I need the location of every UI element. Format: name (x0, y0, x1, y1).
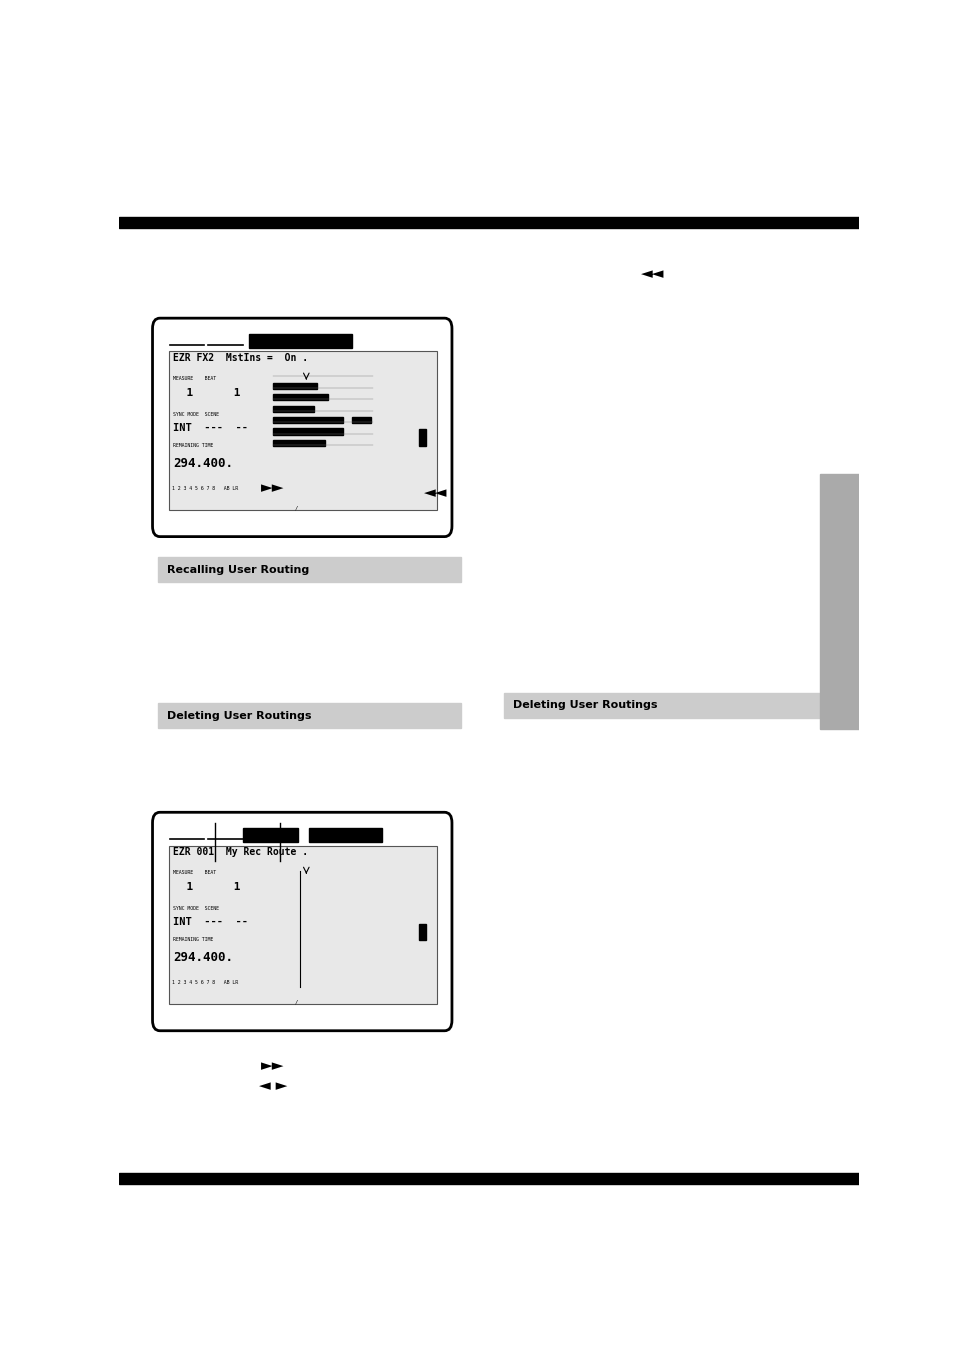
Text: INT  ---  --: INT --- -- (173, 423, 248, 432)
Text: 1 2 3 4 5 6 7 8   AB LR: 1 2 3 4 5 6 7 8 AB LR (172, 486, 237, 490)
Text: 1      1: 1 1 (173, 388, 240, 399)
Text: ◄ ►: ◄ ► (258, 1078, 287, 1093)
Bar (418, 924, 426, 940)
Text: 294.400.: 294.400. (173, 457, 233, 470)
Text: 1 2 3 4 5 6 7 8   AB LR: 1 2 3 4 5 6 7 8 AB LR (172, 979, 237, 985)
Text: INT  ---  --: INT --- -- (173, 917, 248, 927)
FancyBboxPatch shape (152, 319, 452, 536)
Text: SYNC MODE  SCENE: SYNC MODE SCENE (173, 907, 219, 911)
Text: ◄◄: ◄◄ (640, 266, 664, 281)
FancyBboxPatch shape (152, 812, 452, 1031)
Bar (503, 693, 820, 717)
Text: MEASURE    BEAT: MEASURE BEAT (173, 376, 216, 381)
Bar (119, 218, 858, 228)
Bar (273, 382, 317, 389)
Text: Recalling User Routing: Recalling User Routing (167, 565, 309, 576)
Bar (157, 558, 460, 582)
Text: EZR FX2  MstIns =  On .: EZR FX2 MstIns = On . (173, 353, 308, 363)
Text: ◄◄: ◄◄ (423, 485, 447, 500)
Bar (273, 394, 328, 400)
Text: 294.400.: 294.400. (173, 951, 233, 965)
Text: /: / (294, 505, 297, 511)
Text: MEASURE    BEAT: MEASURE BEAT (173, 870, 216, 874)
Bar (352, 417, 371, 423)
Text: ►►: ►► (261, 1059, 285, 1074)
Bar (273, 428, 343, 435)
Text: REMAINING TIME: REMAINING TIME (173, 938, 213, 943)
Bar (169, 846, 436, 1004)
Bar (249, 334, 352, 349)
Text: SYNC MODE  SCENE: SYNC MODE SCENE (173, 412, 219, 417)
Text: Deleting User Routings: Deleting User Routings (167, 711, 311, 720)
Bar (273, 405, 314, 412)
Bar (273, 440, 324, 446)
Text: EZR 001  My Rec Route .: EZR 001 My Rec Route . (173, 847, 308, 857)
Bar (169, 351, 436, 509)
Bar (418, 430, 426, 446)
Bar (157, 703, 460, 728)
Text: 1      1: 1 1 (173, 882, 240, 893)
Bar (309, 828, 381, 843)
Text: REMAINING TIME: REMAINING TIME (173, 443, 213, 449)
Text: /: / (294, 1000, 297, 1005)
Bar (273, 417, 343, 423)
Text: Deleting User Routings: Deleting User Routings (512, 700, 657, 711)
Text: ►►: ►► (261, 480, 285, 496)
Bar (119, 1173, 858, 1183)
Bar (820, 474, 858, 730)
Bar (242, 828, 298, 843)
